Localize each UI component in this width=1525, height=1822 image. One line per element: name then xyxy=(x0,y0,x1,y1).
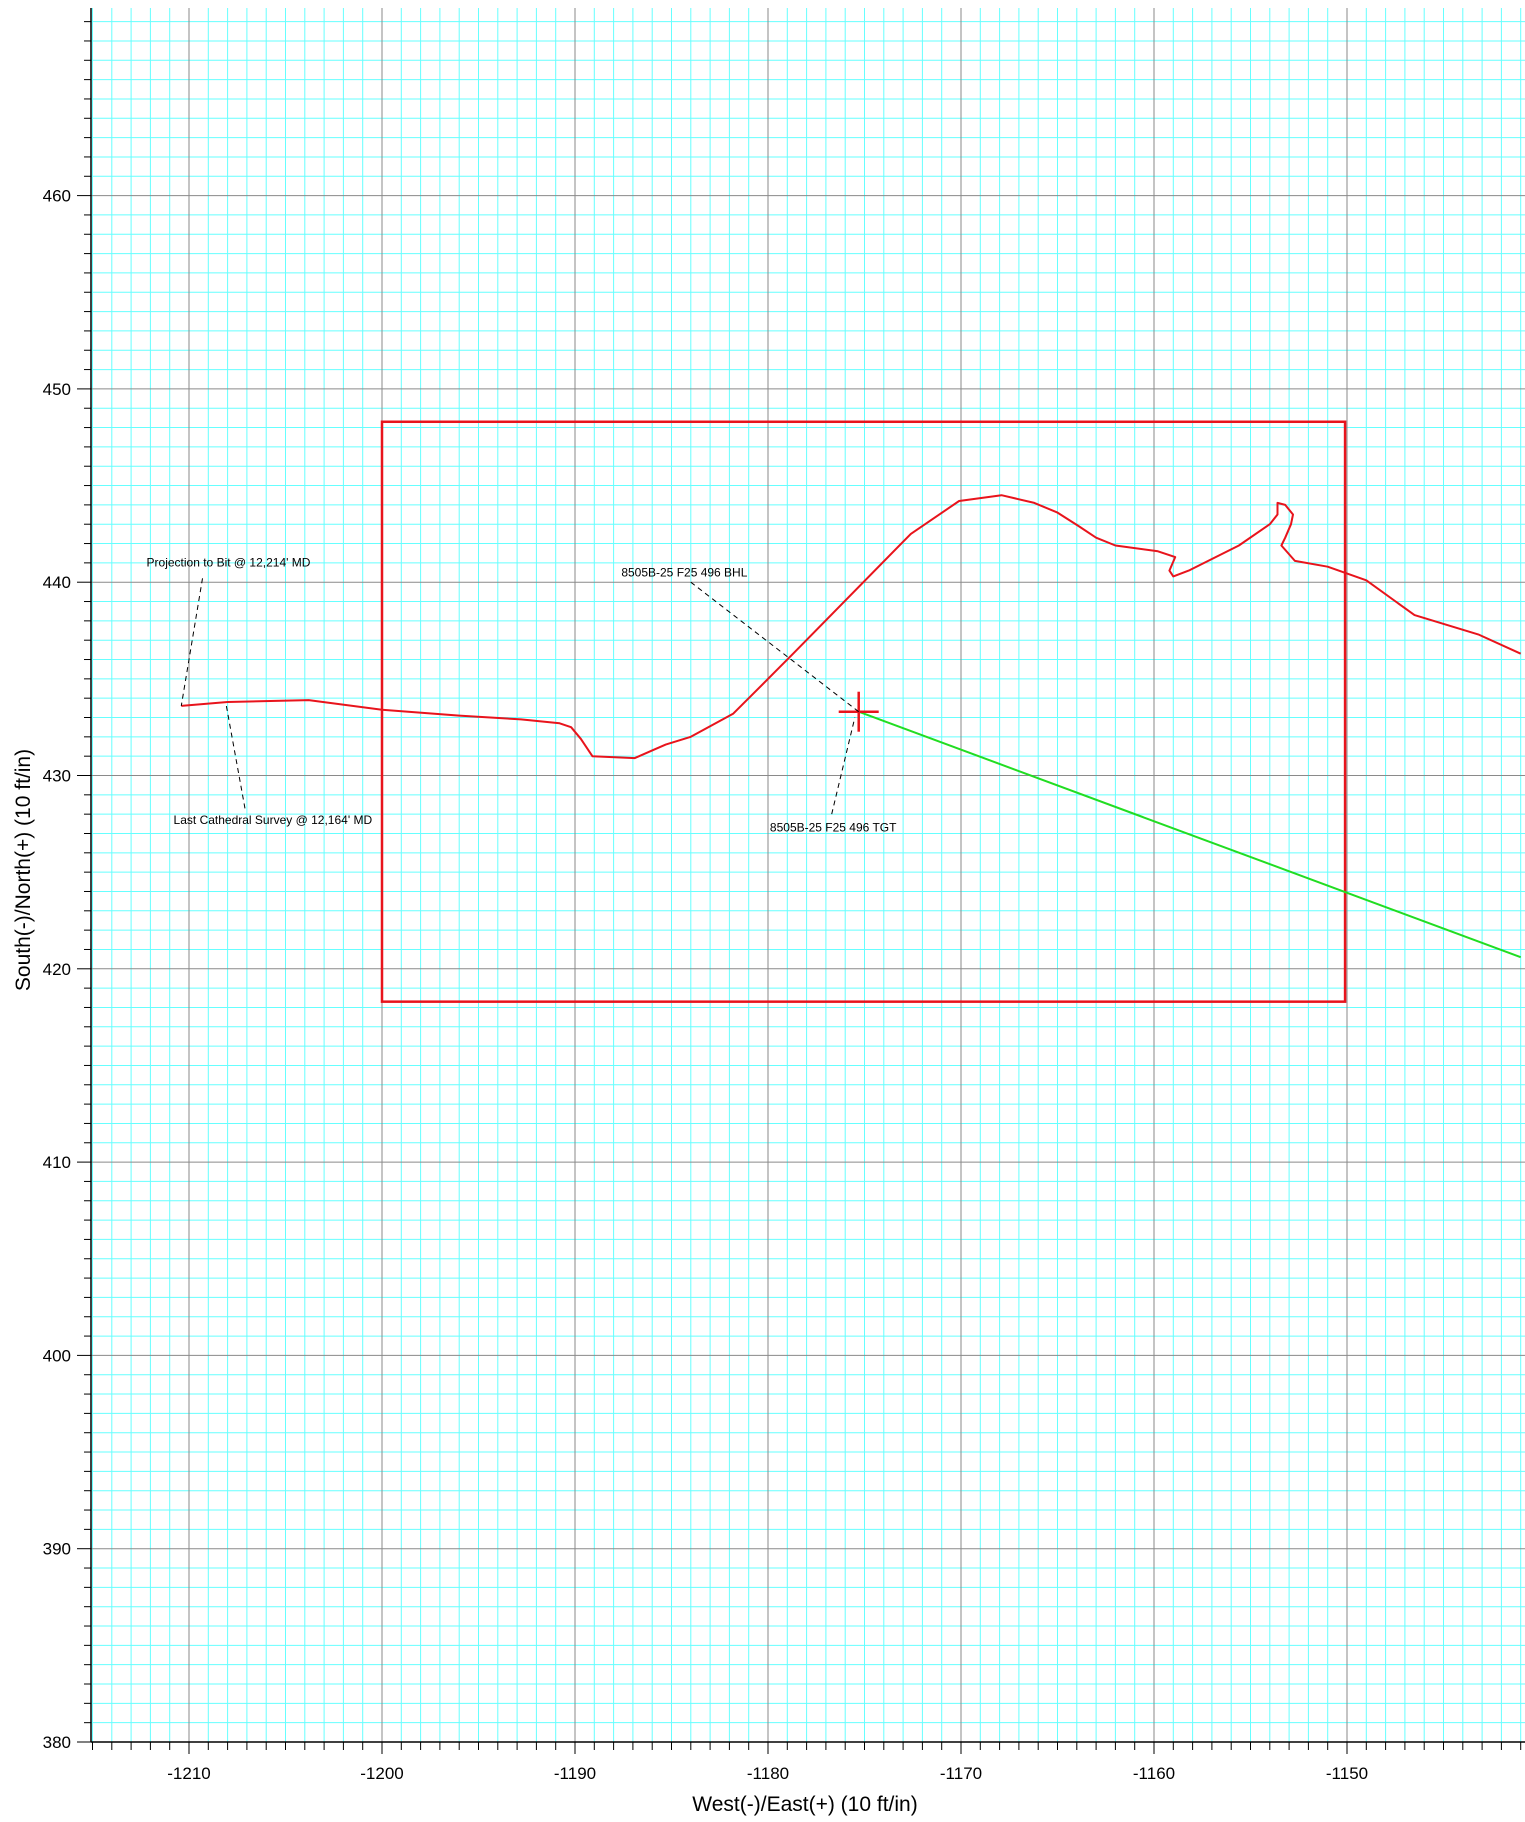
annotation-last-survey-leader xyxy=(225,701,246,809)
x-tick-label: -1160 xyxy=(1133,1764,1175,1783)
x-axis-title: West(-)/East(+) (10 ft/in) xyxy=(692,1793,917,1816)
x-tick-label: -1190 xyxy=(554,1764,596,1783)
y-tick-label: 410 xyxy=(43,1153,71,1172)
x-tick-label: -1150 xyxy=(1326,1764,1368,1783)
annotation-bhl-label: 8505B-25 F25 496 BHL xyxy=(621,565,747,579)
x-tick-label: -1210 xyxy=(167,1764,210,1783)
x-tick-label: -1170 xyxy=(940,1764,982,1783)
annotation-tgt-leader xyxy=(831,717,856,815)
target-box xyxy=(380,420,1347,1003)
annotation-projection-to-bit-leader xyxy=(180,578,204,706)
y-tick-label: 400 xyxy=(43,1346,71,1365)
annotation-tgt-label: 8505B-25 F25 496 TGT xyxy=(770,821,897,835)
y-tick-label: 440 xyxy=(43,573,71,592)
annotation-last-survey-label: Last Cathedral Survey @ 12,164' MD xyxy=(174,813,373,827)
y-tick-label: 430 xyxy=(43,767,71,786)
y-tick-label: 380 xyxy=(43,1733,71,1752)
plan-line-line xyxy=(858,710,1522,959)
y-tick-label: 460 xyxy=(43,187,71,206)
actual-wellpath-line xyxy=(181,494,1522,760)
y-tick-label: 450 xyxy=(43,380,71,399)
y-axis-title: South(-)/North(+) (10 ft/in) xyxy=(12,749,35,991)
y-tick-label: 420 xyxy=(43,960,71,979)
x-tick-label: -1200 xyxy=(360,1764,403,1783)
x-tick-label: -1180 xyxy=(747,1764,789,1783)
y-tick-label: 390 xyxy=(43,1540,71,1559)
annotation-projection-to-bit-label: Projection to Bit @ 12,214' MD xyxy=(147,556,311,570)
